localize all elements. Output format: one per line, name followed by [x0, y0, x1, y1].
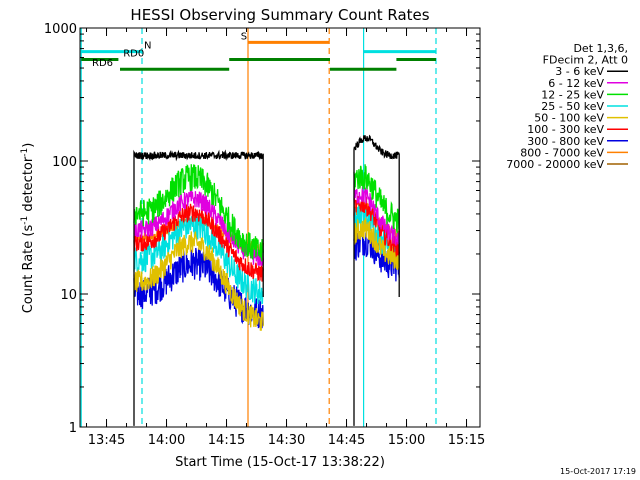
legend-label-3: 25 - 50 keV [541, 100, 604, 113]
legend-label-2: 12 - 25 keV [541, 88, 604, 101]
x-tick-label-5: 15:00 [388, 433, 425, 448]
legend-label-1: 6 - 12 keV [548, 77, 604, 90]
legend-label-4: 50 - 100 keV [534, 112, 604, 125]
chart-title: HESSI Observing Summary Count Rates [130, 6, 429, 24]
legend-label-6: 300 - 800 keV [527, 135, 604, 148]
y-tick-label-3: 1000 [44, 22, 77, 37]
series-25-50-kev-seg1 [133, 213, 264, 305]
series-6-12-kev-seg2 [353, 186, 400, 246]
y-tick-label-2: 100 [52, 155, 77, 170]
series-12-25-kev-seg2 [353, 164, 400, 234]
legend-header-0: Det 1,3,6, [573, 42, 628, 55]
x-tick-label-3: 14:30 [268, 433, 305, 448]
legend-header-1: FDecim 2, Att 0 [543, 54, 628, 67]
x-axis-label: Start Time (15-Oct-17 13:38:22) [175, 455, 385, 470]
series-100-300-kev-seg1 [133, 203, 264, 282]
series-50-100-kev-seg1 [133, 231, 264, 331]
y-label-mid: detector [21, 156, 36, 216]
y-tick-label-1: 10 [60, 288, 77, 303]
flag-label-rd0: RD0 [123, 48, 144, 59]
plot-frame [79, 27, 481, 428]
plot-marks: N S RD0 RD6 [80, 28, 437, 427]
x-tick-label-1: 14:00 [148, 433, 185, 448]
series-12-25-kev-seg1 [133, 164, 264, 262]
legend-label-8: 7000 - 20000 keV [506, 158, 604, 171]
legend-label-7: 800 - 7000 keV [520, 146, 604, 159]
flag-label-s: S [241, 31, 247, 42]
y-axis-label: Count Rate (s-1 detector-1) [20, 143, 36, 314]
flag-label-n: N [144, 41, 151, 52]
series-3-6-kev-seg2 [353, 134, 400, 426]
x-tick-label-4: 14:45 [328, 433, 365, 448]
y-tick-label-0: 1 [69, 421, 77, 436]
series-3-6-kev-seg1 [133, 149, 264, 426]
y-label-sup1: -1 [20, 216, 30, 225]
axes: 13:45 14:00 14:15 14:30 14:45 15:00 15:15 1 10 10… [44, 22, 485, 448]
series-50-100-kev-seg2 [353, 217, 400, 271]
x-tick-label-6: 15:15 [448, 433, 485, 448]
render-timestamp: 15-Oct-2017 17:19 [560, 467, 636, 476]
y-label-main: Count Rate (s [21, 225, 36, 314]
legend-label-0: 3 - 6 keV [555, 65, 604, 78]
y-label-sup2: -1 [20, 148, 30, 157]
legend-label-5: 100 - 300 keV [527, 123, 604, 136]
x-tick-label-0: 13:45 [88, 433, 125, 448]
y-label-end: ) [21, 143, 36, 148]
x-tick-label-2: 14:15 [208, 433, 245, 448]
flag-label-rd6: RD6 [92, 58, 113, 69]
